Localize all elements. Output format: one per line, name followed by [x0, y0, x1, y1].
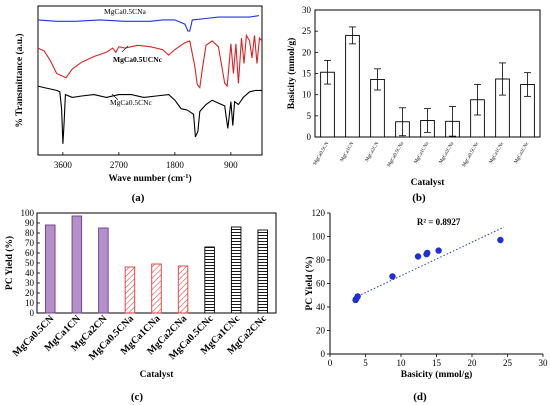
ftir-label-pointer [121, 45, 129, 53]
scatter-x-tick-label: 10 [397, 358, 407, 368]
basicity-category-label: MgCa1CNc [489, 141, 506, 165]
basicity-y-tick-label: 15 [302, 69, 312, 79]
scatter-y-tick-label: 60 [316, 279, 326, 289]
yield-y-tick-label: 20 [25, 288, 35, 298]
scatter-x-axis-label: Basicity (mmol/g) [401, 369, 473, 380]
ftir-label-pointer [111, 93, 119, 101]
yield-x-axis-label: Catalyst [140, 370, 175, 380]
ftir-series-line [37, 15, 259, 32]
yield-bar [124, 266, 136, 314]
scatter-x-tick-label: 0 [328, 358, 333, 368]
r-squared-annotation: R² = 0.8927 [417, 217, 461, 227]
scatter-point [354, 293, 361, 300]
scatter-y-axis-label: PC Yield (%) [304, 256, 315, 310]
panel-label-a: (a) [132, 192, 145, 204]
yield-y-tick-label: 90 [25, 218, 35, 228]
basicity-category-label: MgCa1CN [340, 141, 355, 163]
basicity-bar [345, 34, 360, 138]
scatter-y-tick-label: 0 [321, 349, 326, 359]
yield-y-tick-label: 40 [25, 268, 35, 278]
ftir-plot-frame [37, 5, 263, 156]
scatter-x-tick-label: 30 [539, 358, 549, 368]
ftir-x-axis-label: Wave number (cm-1) [108, 173, 191, 184]
ftir-series-label: MgCa0.5CNa [104, 7, 147, 16]
scatter-x-tick-label: 15 [432, 358, 442, 368]
basicity-category-label: MgCa0.5CN [313, 141, 330, 166]
yield-bar [257, 229, 268, 314]
yield-y-tick-label: 50 [25, 258, 35, 268]
basicity-y-tick-label: 25 [302, 26, 312, 36]
ftir-series-line [37, 33, 263, 89]
ftir-x-tick-label: 2700 [110, 160, 129, 170]
yield-bar [45, 224, 56, 314]
scatter-point [435, 247, 442, 254]
basicity-category-label: MgCa1CNa [414, 141, 431, 165]
scatter-point [414, 253, 422, 260]
yield-bar [71, 215, 83, 314]
scatter-point [424, 249, 431, 257]
scatter-x-tick-label: 25 [503, 358, 513, 368]
yield-y-tick-label: 70 [25, 238, 35, 248]
basicity-category-label: MgCa0.5CNa [387, 141, 406, 168]
basicity-category-label: MgCa0.5CNc [462, 141, 481, 168]
scatter-x-tick-label: 5 [363, 358, 368, 368]
panel-label-c: (c) [131, 391, 144, 403]
yield-y-axis-label: PC Yield (%) [4, 236, 15, 290]
scatter-y-tick-label: 100 [312, 232, 326, 242]
panel-label-b: (b) [412, 192, 426, 204]
ftir-series-label: MgCa0.5CNc [110, 98, 153, 107]
scatter-y-tick-label: 20 [316, 326, 326, 336]
scatter-point [497, 236, 504, 244]
basicity-x-axis-label: Catalyst [411, 178, 446, 188]
yield-y-tick-label: 10 [25, 298, 35, 308]
ftir-y-axis-label: % Transmittance (a.u.) [14, 33, 25, 127]
basicity-y-axis-label: Basicity (mmol/g) [286, 38, 297, 110]
scatter-x-tick-label: 20 [468, 358, 478, 368]
scatter-y-tick-label: 120 [312, 208, 326, 218]
basicity-category-label: MgCa2CNa [439, 141, 456, 165]
yield-bar [230, 226, 242, 314]
yield-y-tick-label: 30 [25, 278, 35, 288]
basicity-y-tick-label: 0 [307, 132, 312, 142]
yield-bar [98, 227, 109, 314]
yield-bar [177, 265, 189, 314]
basicity-y-tick-label: 20 [302, 47, 312, 57]
yield-y-tick-label: 80 [25, 228, 35, 238]
basicity-category-label: MgCa2CN [365, 141, 380, 163]
basicity-y-tick-label: 5 [307, 111, 312, 121]
ftir-x-tick-label: 3600 [54, 160, 73, 170]
scatter-y-tick-label: 80 [316, 255, 326, 265]
scatter-point [389, 273, 396, 280]
yield-bar [151, 263, 162, 314]
scatter-trendline [354, 226, 505, 299]
panel-label-d: (d) [413, 391, 427, 403]
scatter-y-tick-label: 40 [316, 302, 326, 312]
yield-y-tick-label: 60 [25, 248, 35, 258]
yield-y-tick-label: 100 [21, 208, 35, 218]
yield-y-tick-label: 0 [30, 308, 35, 318]
ftir-series-line [37, 85, 262, 144]
basicity-category-label: MgCa2CNc [514, 141, 531, 165]
yield-bar [204, 246, 215, 314]
basicity-y-tick-label: 30 [302, 5, 312, 15]
ftir-series-label: MgCa0.5UCNc [113, 55, 163, 64]
basicity-y-tick-label: 10 [302, 90, 312, 100]
ftir-x-tick-label: 1800 [166, 160, 185, 170]
ftir-x-tick-label: 900 [224, 160, 238, 170]
